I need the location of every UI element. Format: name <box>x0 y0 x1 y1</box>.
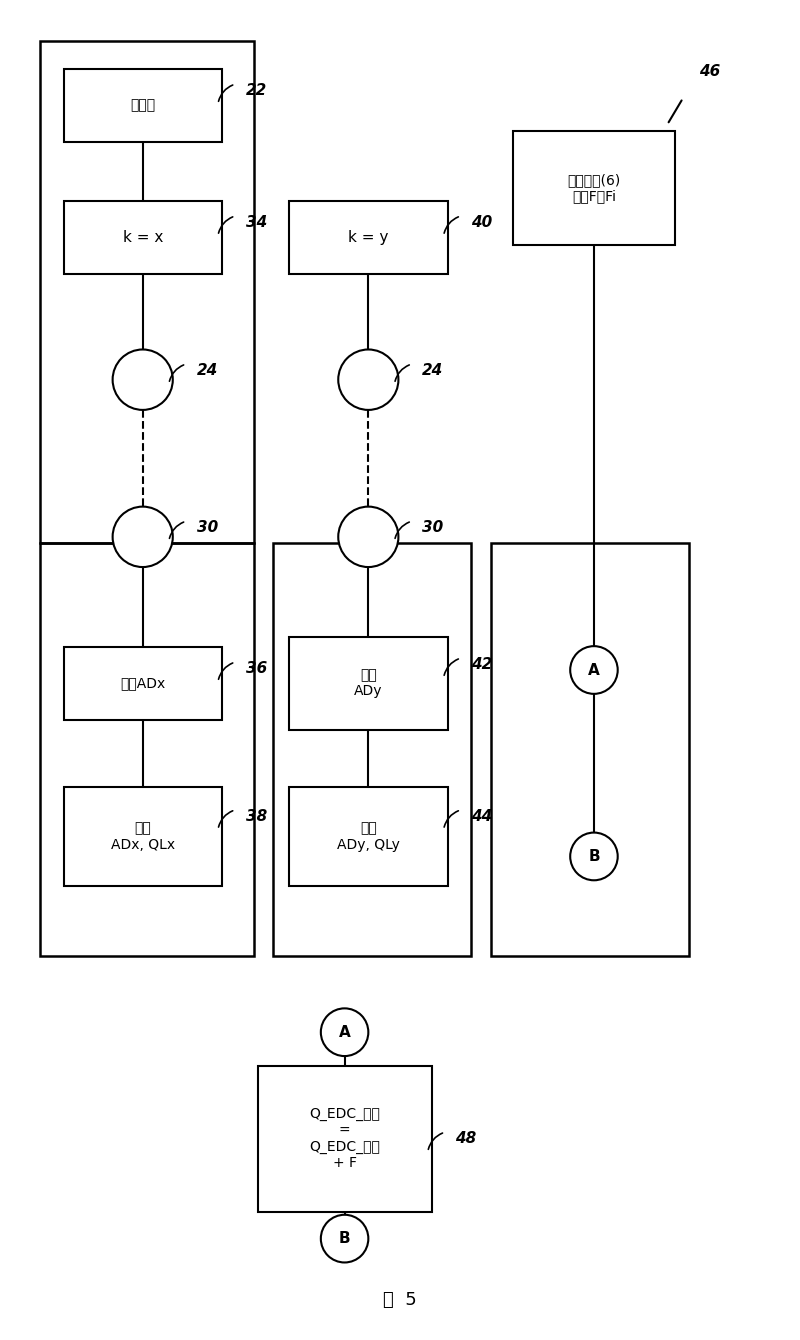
Ellipse shape <box>113 350 173 410</box>
Text: Q_EDC_新的
=
Q_EDC_旧的
+ F: Q_EDC_新的 = Q_EDC_旧的 + F <box>309 1107 380 1170</box>
Text: 42: 42 <box>471 657 493 673</box>
FancyBboxPatch shape <box>63 647 222 720</box>
Text: A: A <box>588 662 600 678</box>
Ellipse shape <box>338 507 398 567</box>
Ellipse shape <box>113 507 173 567</box>
Ellipse shape <box>321 1215 368 1262</box>
Text: 输出
ADy: 输出 ADy <box>354 669 382 698</box>
Text: 按方程式(6)
确定F，Fi: 按方程式(6) 确定F，Fi <box>567 173 621 204</box>
FancyBboxPatch shape <box>63 68 222 142</box>
Ellipse shape <box>570 646 618 694</box>
Text: B: B <box>338 1231 350 1246</box>
FancyBboxPatch shape <box>258 1065 432 1211</box>
Text: 48: 48 <box>455 1131 477 1146</box>
Text: 44: 44 <box>471 809 493 824</box>
FancyBboxPatch shape <box>513 131 675 244</box>
Text: 46: 46 <box>699 64 720 79</box>
Text: k = y: k = y <box>348 229 389 245</box>
Ellipse shape <box>338 350 398 410</box>
Text: 图  5: 图 5 <box>383 1292 417 1309</box>
FancyBboxPatch shape <box>63 787 222 886</box>
FancyBboxPatch shape <box>289 636 447 730</box>
FancyBboxPatch shape <box>289 787 447 886</box>
Text: 存储
ADy, QLy: 存储 ADy, QLy <box>337 821 400 851</box>
Text: k = x: k = x <box>122 229 163 245</box>
Text: 40: 40 <box>471 214 493 230</box>
Text: 存储
ADx, QLx: 存储 ADx, QLx <box>110 821 174 851</box>
Text: 主程序: 主程序 <box>130 98 155 113</box>
Text: 30: 30 <box>422 520 443 535</box>
FancyBboxPatch shape <box>63 201 222 273</box>
Text: 36: 36 <box>246 661 267 677</box>
Text: 输出ADx: 输出ADx <box>120 677 166 690</box>
Text: 34: 34 <box>246 214 267 230</box>
Text: 22: 22 <box>246 83 267 98</box>
Text: 24: 24 <box>197 363 218 378</box>
Text: 24: 24 <box>422 363 443 378</box>
Ellipse shape <box>570 832 618 880</box>
FancyBboxPatch shape <box>289 201 447 273</box>
Text: B: B <box>588 850 600 864</box>
Text: 38: 38 <box>246 809 267 824</box>
Text: 30: 30 <box>197 520 218 535</box>
Text: A: A <box>338 1025 350 1040</box>
Ellipse shape <box>321 1009 368 1056</box>
